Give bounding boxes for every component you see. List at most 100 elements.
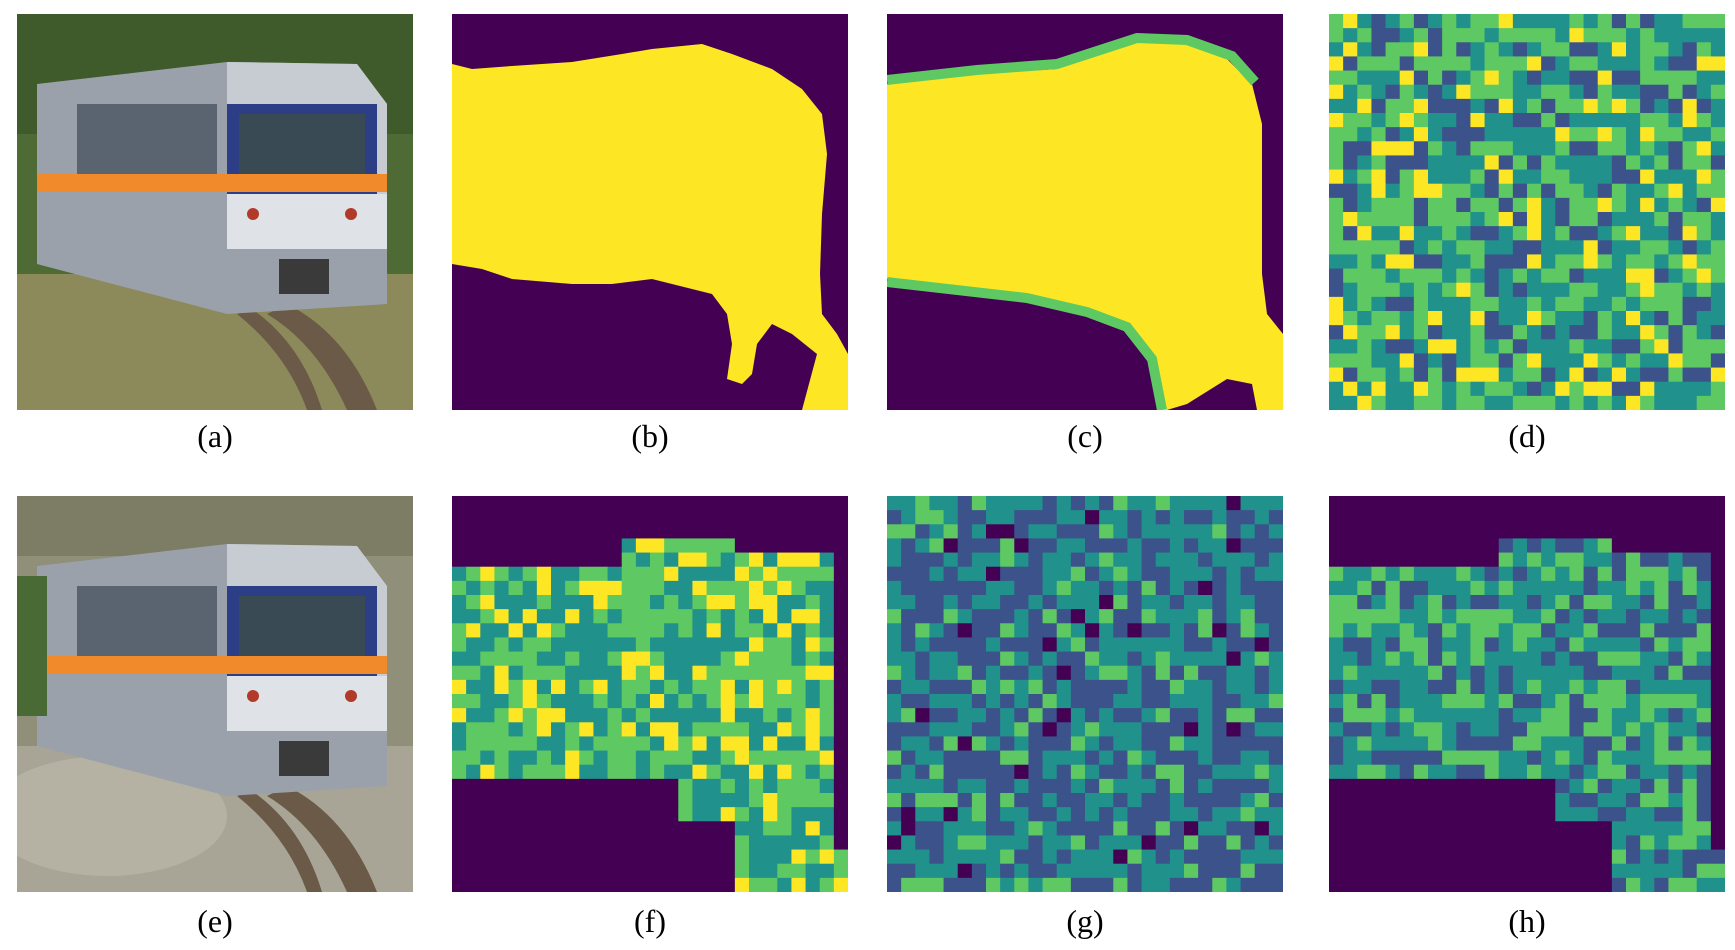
heatmap-cell [1484,141,1500,156]
heatmap-cell [1385,778,1401,794]
heatmap-cell [1254,679,1270,695]
heatmap-cell [1399,877,1415,892]
heatmap-cell [1198,793,1213,808]
heatmap-cell [1682,566,1698,582]
heatmap-cell [1654,778,1669,794]
heatmap-cell [1371,694,1387,709]
heatmap-cell [1640,524,1655,539]
heatmap-cell [1357,254,1372,270]
heatmap-cell [1413,496,1429,511]
heatmap-cell [1569,722,1585,737]
heatmap-cell [508,637,524,653]
heatmap-cell [1070,524,1086,539]
heatmap-cell [1569,524,1585,539]
heatmap-cell [1198,566,1213,582]
heatmap-cell [734,750,750,766]
heatmap-cell [1113,821,1128,836]
heatmap-cell [720,694,736,709]
heatmap-cell [1626,353,1641,369]
heatmap-cell [1710,665,1725,681]
heatmap-cell [621,580,637,596]
heatmap-cell [986,524,1001,539]
heatmap-cell [1484,353,1500,369]
heatmap-cell [1428,367,1443,383]
heatmap-cell [1428,580,1443,596]
heatmap-cell [1668,311,1684,326]
heatmap-cell [1413,623,1429,638]
heatmap-cell [480,793,495,808]
heatmap-cell [1399,835,1415,851]
heatmap-cell [1498,708,1514,723]
heatmap-cell [607,552,623,568]
heatmap-cell [819,580,835,596]
heatmap-cell [593,764,609,780]
heatmap-cell [1569,877,1585,892]
heatmap-cell [480,708,495,723]
heatmap-cell [1226,623,1242,638]
heatmap-cell [565,750,580,766]
heatmap-cell [887,651,902,667]
heatmap-cell [791,496,807,511]
heatmap-cell [1385,821,1401,836]
heatmap-cell [929,736,945,752]
heatmap-cell [819,807,835,822]
heatmap-cell [494,566,510,582]
heatmap-cell [1014,637,1029,653]
binary-heatmap [887,14,1283,410]
heatmap-cell [1470,98,1486,114]
heatmap-cell [1442,524,1457,539]
heatmap-cell [749,510,764,525]
heatmap-cell [791,524,807,539]
heatmap-cell [1099,863,1114,879]
heatmap-cell [1682,197,1698,213]
heatmap-cell [650,580,665,596]
heatmap-cell [1413,524,1429,539]
heatmap-cell [593,849,609,865]
heatmap-cell [971,552,987,568]
heatmap-cell [1611,694,1627,709]
heatmap-cell [1254,566,1270,582]
heatmap-cell [1654,268,1669,284]
heatmap-cell [621,778,637,794]
heatmap-cell [915,552,930,568]
heatmap-cell [1498,538,1514,554]
heatmap-cell [1343,722,1358,737]
heatmap-cell [635,877,651,892]
heatmap-cell [1640,381,1655,397]
heatmap-cell [1710,254,1725,270]
heatmap-cell [1597,694,1613,709]
heatmap-cell [607,793,623,808]
heatmap-cell [1527,849,1542,865]
heatmap-cell [607,722,623,737]
heatmap-cell [1626,240,1641,255]
heatmap-cell [1696,98,1712,114]
heatmap-cell [1668,877,1684,892]
heatmap-cell [1682,863,1698,879]
heatmap-cell [1696,708,1712,723]
heatmap-cell [607,496,623,511]
heatmap-cell [1127,863,1143,879]
heatmap-cell [1413,141,1429,156]
heatmap-cell [1597,595,1613,610]
heatmap-cell [1385,722,1401,737]
heatmap-cell [466,694,481,709]
heatmap-cell [1127,524,1143,539]
panel-f-masked-heatmap [452,496,848,892]
heatmap-cell [1329,863,1344,879]
heatmap-cell [1498,510,1514,525]
heatmap-cell [508,778,524,794]
heatmap-cell [522,609,538,624]
heatmap-cell [1357,764,1372,780]
heatmap-cell [1428,183,1443,199]
heatmap-cell [1484,311,1500,326]
heatmap-cell [466,849,481,865]
heatmap-cell [1413,665,1429,681]
heatmap-cell [1385,552,1401,568]
heatmap-cell [1710,381,1725,397]
heatmap-cell [1583,524,1599,539]
heatmap-cell [1141,510,1157,525]
heatmap-cell [1428,609,1443,624]
heatmap-cell [1456,651,1471,667]
heatmap-cell [1343,609,1358,624]
heatmap-cell [1597,183,1613,199]
